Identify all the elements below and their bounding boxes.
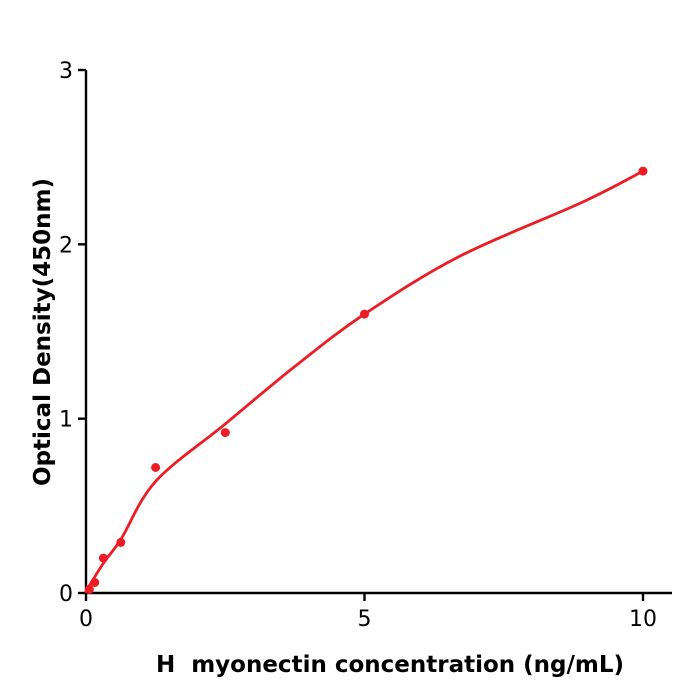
data-point bbox=[116, 537, 126, 547]
data-point bbox=[151, 463, 161, 472]
y-axis-ticks: 0 1 2 3 bbox=[59, 59, 86, 607]
x-axis-title: H myonectin concentration (ng/mL) bbox=[156, 652, 624, 678]
data-point bbox=[90, 578, 100, 587]
x-tick-label: 10 bbox=[629, 607, 657, 632]
y-tick-label: 3 bbox=[59, 59, 73, 84]
data-point bbox=[638, 166, 648, 176]
data-point bbox=[360, 309, 369, 319]
data-points-group bbox=[84, 166, 648, 594]
data-point bbox=[84, 585, 94, 594]
x-axis-ticks: 0 5 10 bbox=[79, 593, 657, 632]
data-point bbox=[98, 553, 108, 563]
x-tick-label: 5 bbox=[358, 607, 372, 632]
y-tick-label: 2 bbox=[59, 233, 73, 258]
data-point bbox=[220, 428, 230, 438]
y-axis-title: Optical Density(450nm) bbox=[30, 178, 56, 486]
fitted-curve-group bbox=[84, 169, 645, 593]
y-tick-label: 0 bbox=[59, 582, 73, 607]
x-tick-label: 0 bbox=[79, 607, 93, 632]
y-tick-label: 1 bbox=[59, 408, 73, 433]
fitted-curve bbox=[84, 169, 645, 593]
axes bbox=[84, 70, 672, 595]
